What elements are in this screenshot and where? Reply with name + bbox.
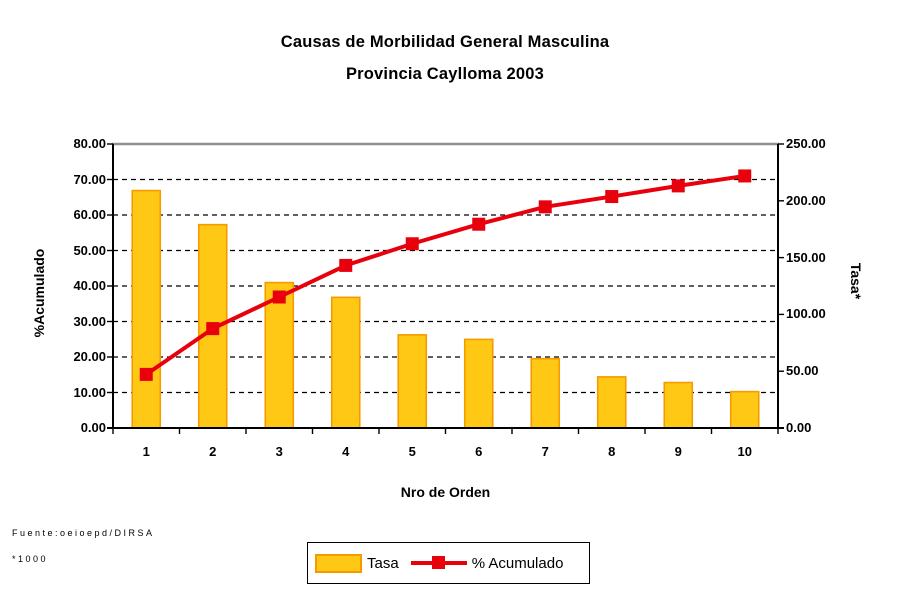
tasa-bar: [663, 381, 694, 429]
tasa-bar: [530, 357, 561, 429]
acumulado-marker: [605, 190, 619, 204]
right-axis-tick-label: 50.00: [786, 363, 819, 379]
x-axis-tick-label: 8: [608, 444, 616, 459]
right-axis-tick-label: 100.00: [786, 306, 826, 322]
x-axis-tick-label: 3: [275, 444, 283, 459]
legend: Tasa % Acumulado: [307, 542, 590, 584]
left-axis-tick-label: 50.00: [73, 242, 106, 258]
left-axis-tick-label: 40.00: [73, 278, 106, 293]
acumulado-marker: [738, 169, 752, 183]
legend-acumulado-label: % Acumulado: [471, 554, 564, 572]
acumulado-marker: [472, 217, 486, 231]
left-axis-tick-label: 60.00: [73, 207, 106, 222]
x-axis-tick-label: 1: [142, 444, 150, 459]
acumulado-marker: [671, 179, 685, 193]
chart-title: Causas de Morbilidad General Masculina P…: [0, 26, 890, 90]
tasa-bar: [729, 390, 760, 429]
right-axis-tick-label: 250.00: [786, 136, 826, 151]
x-axis-tick-label: 5: [408, 444, 416, 459]
right-axis-tick-label: 0.00: [786, 420, 812, 435]
left-axis-tick-label: 30.00: [73, 313, 106, 329]
acumulado-marker: [139, 367, 153, 381]
acumulado-marker: [272, 290, 286, 304]
left-axis-tick-label: 80.00: [73, 136, 106, 151]
left-axis-tick-label: 0.00: [80, 420, 106, 435]
left-axis-title: %Acumulado: [31, 248, 47, 338]
right-axis-tick-label: 200.00: [786, 192, 826, 208]
acumulado-marker: [405, 237, 419, 251]
scale-note: *1000: [12, 554, 49, 564]
legend-line-marker-icon: [431, 556, 445, 569]
acumulado-marker: [339, 258, 353, 272]
x-axis-tick-label: 9: [674, 444, 682, 459]
x-axis-tick-label: 6: [475, 444, 483, 459]
legend-tasa-swatch: [315, 553, 362, 573]
tasa-bar: [330, 296, 361, 429]
tasa-bar: [596, 376, 627, 429]
tasa-bar: [397, 334, 428, 429]
legend-acumulado-swatch: [410, 556, 467, 570]
chart-title-line2: Provincia Caylloma 2003: [345, 65, 545, 83]
x-axis-title: Nro de Orden: [400, 484, 491, 500]
x-axis-tick-label: 4: [342, 444, 350, 459]
tasa-bar: [264, 281, 295, 429]
acumulado-marker: [206, 322, 220, 336]
tasa-bar: [131, 189, 162, 429]
left-axis-tick-label: 10.00: [73, 384, 106, 400]
x-axis-tick-label: 2: [209, 444, 217, 459]
x-axis-tick-label: 10: [737, 444, 752, 459]
chart-title-line1: Causas de Morbilidad General Masculina: [280, 33, 610, 51]
source-note: Fuente:oeioepd/DIRSA: [12, 528, 155, 538]
acumulado-line: [144, 173, 747, 377]
tasa-bar: [463, 338, 494, 429]
left-axis-tick-label: 70.00: [73, 171, 106, 187]
right-axis-tick-label: 150.00: [786, 249, 826, 265]
acumulado-marker: [538, 200, 552, 214]
right-axis-title: Tasa*: [848, 262, 864, 300]
legend-tasa-label: Tasa: [367, 554, 399, 572]
left-axis-tick-label: 20.00: [73, 349, 106, 364]
x-axis-tick-label: 7: [541, 444, 549, 459]
